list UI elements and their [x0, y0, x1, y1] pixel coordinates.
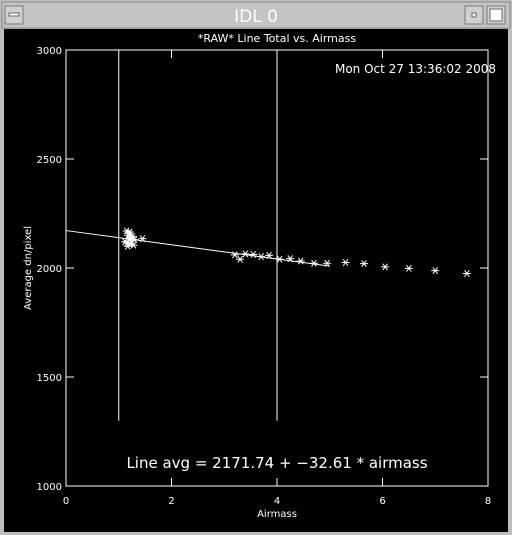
asterisk-point: [126, 233, 135, 241]
asterisk-point: [230, 251, 239, 259]
asterisk-point: [323, 259, 332, 267]
timestamp: Mon Oct 27 13:36:02 2008: [335, 62, 496, 76]
asterisk-point: [309, 259, 318, 267]
asterisk-point: [341, 259, 350, 267]
window-title: IDL 0: [234, 7, 278, 27]
asterisk-point: [257, 253, 266, 261]
x-tick-label: 8: [485, 496, 491, 507]
y-tick-label: 1500: [37, 373, 62, 384]
x-tick-label: 4: [274, 496, 280, 507]
x-tick-label: 0: [63, 496, 69, 507]
asterisk-point: [236, 255, 245, 263]
plot-canvas: [4, 29, 508, 532]
minimize-icon: [471, 12, 477, 18]
asterisk-point: [249, 250, 258, 258]
x-tick-label: 6: [379, 496, 385, 507]
asterisk-point: [360, 260, 369, 268]
title-bar: [1, 1, 511, 29]
asterisk-point: [462, 269, 471, 277]
asterisk-point: [138, 235, 147, 243]
y-tick-label: 2000: [37, 264, 62, 275]
maximize-icon: [489, 8, 503, 22]
menu-icon: [8, 12, 20, 17]
asterisk-point: [431, 267, 440, 275]
x-tick-label: 2: [168, 496, 174, 507]
fit-annotation: Line avg = 2171.74 + −32.61 * airmass: [126, 454, 427, 472]
chart-title: *RAW* Line Total vs. Airmass: [198, 32, 356, 45]
asterisk-point: [296, 257, 305, 265]
y-tick-label: 3000: [37, 46, 62, 57]
asterisk-point: [129, 241, 138, 249]
fit-line: [65, 230, 330, 267]
asterisk-point: [275, 255, 284, 263]
asterisk-point: [381, 263, 390, 271]
asterisk-point: [404, 264, 413, 272]
asterisk-point: [286, 255, 295, 263]
y-axis-label: Average dn/pixel: [23, 226, 34, 310]
x-axis-label: Airmass: [257, 509, 297, 520]
y-tick-label: 2500: [37, 155, 62, 166]
asterisk-point: [241, 250, 250, 258]
asterisk-point: [265, 251, 274, 259]
asterisk-point: [124, 229, 133, 237]
y-tick-label: 1000: [37, 482, 62, 493]
